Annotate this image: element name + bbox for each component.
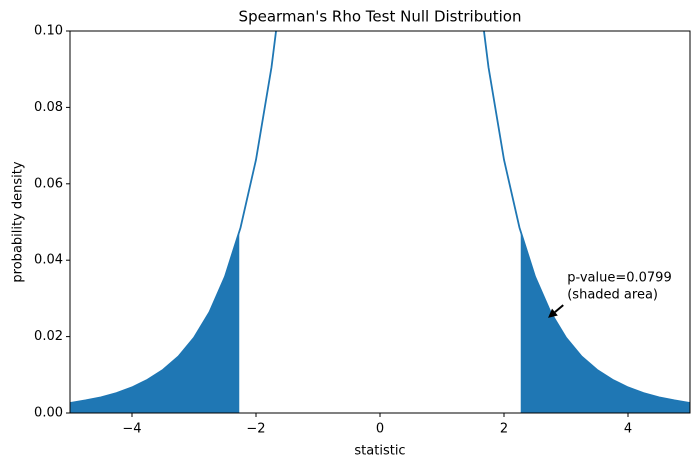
x-axis-label: statistic: [354, 444, 405, 459]
y-tick-label: 0.02: [34, 329, 63, 344]
y-tick-label: 0.10: [34, 24, 63, 39]
shaded-area: [70, 231, 240, 413]
x-tick-label: 0: [376, 422, 384, 437]
chart-title: Spearman's Rho Test Null Distribution: [239, 8, 522, 26]
x-tick-label: −2: [246, 422, 265, 437]
y-tick-label: 0.04: [34, 253, 63, 268]
y-tick-label: 0.06: [34, 176, 63, 191]
annotation-arrowhead: [548, 308, 558, 318]
x-tick-label: 4: [624, 422, 632, 437]
x-tick-label: 2: [500, 422, 508, 437]
annotation-text: (shaded area): [567, 288, 658, 303]
y-tick-label: 0.08: [34, 100, 63, 115]
y-axis-label: probability density: [11, 161, 26, 282]
axes-frame: [69, 30, 691, 414]
annotation-arrow: [554, 304, 564, 313]
y-tick-label: 0.00: [34, 406, 63, 421]
x-tick-label: −4: [122, 422, 141, 437]
density-line: [70, 31, 690, 404]
annotation-text: p-value=0.0799: [567, 271, 671, 286]
plot-area: [70, 31, 690, 413]
shaded-area: [520, 231, 690, 413]
